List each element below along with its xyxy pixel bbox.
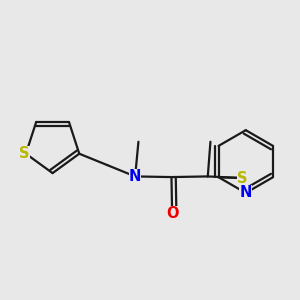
Text: S: S bbox=[237, 171, 248, 186]
Text: N: N bbox=[240, 185, 252, 200]
Text: N: N bbox=[129, 169, 141, 184]
Text: S: S bbox=[19, 146, 29, 161]
Text: O: O bbox=[166, 206, 178, 221]
